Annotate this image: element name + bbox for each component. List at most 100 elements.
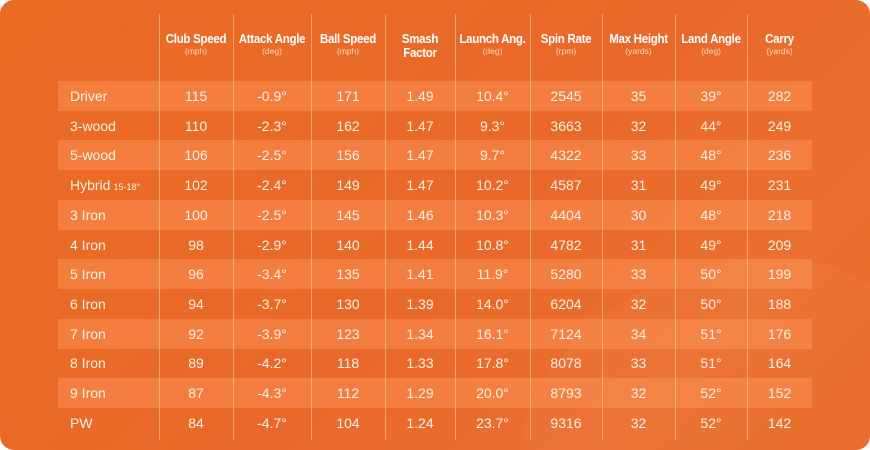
club-name-cell: 8 Iron — [58, 348, 159, 378]
value-cell: 8078 — [550, 355, 582, 372]
column-divider — [530, 14, 531, 440]
column-divider — [311, 14, 312, 440]
table-row: 9 Iron 87 -4.3° 112 1.29 20.0° 8793 32 52° 152 — [58, 378, 812, 408]
value-cell: -4.2° — [257, 355, 287, 372]
value-cell: 162 — [336, 117, 360, 134]
club-name: Hybrid — [70, 177, 111, 194]
club-name-cell: 3-wood — [58, 111, 159, 141]
column-divider — [233, 14, 234, 440]
club-name: PW — [70, 414, 93, 431]
value-cell: 1.39 — [406, 295, 434, 312]
value-cell: 164 — [767, 355, 792, 372]
table-row: PW 84 -4.7° 104 1.24 23.7° 9316 32 52° 142 — [58, 408, 812, 438]
value-cell: 52° — [700, 385, 722, 401]
value-cell: 171 — [336, 88, 360, 104]
column-divider — [602, 14, 603, 440]
value-cell: -2.3° — [257, 117, 287, 134]
column-title: Ball Speed — [319, 32, 377, 46]
column-unit: (rpm) — [555, 46, 577, 56]
club-name-cell: 7 Iron — [58, 319, 159, 349]
value-cell: 1.49 — [406, 88, 434, 104]
column-unit: (mph) — [336, 46, 360, 56]
column-header: Carry (yards) — [747, 32, 812, 57]
value-cell: 34 — [630, 325, 647, 342]
value-cell: 4322 — [550, 147, 582, 164]
club-name-cell: 3 Iron — [58, 200, 159, 230]
value-cell: 188 — [767, 295, 792, 312]
column-title: Spin Rate — [540, 32, 592, 46]
value-cell: 92 — [188, 325, 204, 342]
table-row: 3-wood 110 -2.3° 162 1.47 9.3° 3663 32 44° 249 — [58, 111, 812, 141]
value-cell: 249 — [767, 117, 792, 134]
value-cell: -3.4° — [257, 266, 287, 283]
club-name-cell: 5 Iron — [58, 259, 159, 289]
value-cell: -4.7° — [257, 414, 287, 431]
club-name-cell: Hybrid 15-18° — [58, 170, 159, 200]
club-name-cell: 5-wood — [58, 140, 159, 170]
table-row: Driver 115 -0.9° 171 1.49 10.4° 2545 35 39° 282 — [58, 81, 812, 111]
value-cell: 89 — [188, 355, 204, 372]
value-cell: 156 — [336, 147, 360, 164]
column-divider — [385, 14, 386, 440]
value-cell: 50° — [700, 266, 722, 283]
column-header: Max Height (yards) — [602, 32, 675, 57]
value-cell: 135 — [336, 266, 360, 283]
table-row: 8 Iron 89 -4.2° 118 1.33 17.8° 8078 33 51° 164 — [58, 348, 812, 378]
value-cell: -2.4° — [257, 177, 287, 194]
value-cell: 140 — [336, 236, 360, 253]
value-cell: 84 — [188, 414, 204, 431]
column-header: Attack Angle (deg) — [233, 32, 311, 57]
value-cell: -2.5° — [257, 206, 287, 223]
table-row: 5-wood 106 -2.5° 156 1.47 9.7° 4322 33 48° 236 — [58, 140, 812, 171]
value-cell: 48° — [700, 206, 722, 223]
table-row: 6 Iron 94 -3.7° 130 1.39 14.0° 6204 32 50° 188 — [58, 289, 812, 319]
value-cell: 123 — [336, 325, 360, 342]
column-header: Ball Speed (mph) — [311, 32, 385, 57]
value-cell: -4.3° — [257, 385, 287, 401]
value-cell: 100 — [184, 206, 208, 223]
value-cell: 5280 — [550, 266, 582, 283]
value-cell: 199 — [767, 266, 792, 283]
value-cell: 33 — [630, 266, 647, 283]
value-cell: 218 — [767, 206, 792, 223]
value-cell: 176 — [767, 325, 792, 342]
club-name: 5 Iron — [70, 266, 106, 283]
column-title: Max Height — [609, 32, 668, 46]
column-divider — [455, 14, 456, 440]
column-unit: (yards) — [625, 46, 652, 56]
value-cell: 9.3° — [479, 117, 506, 134]
column-unit: (deg) — [701, 46, 721, 56]
value-cell: 7124 — [550, 325, 582, 342]
club-loft-note: 15-18° — [113, 182, 141, 193]
column-title: Club Speed — [165, 32, 227, 46]
column-title-line2: Factor — [403, 46, 437, 60]
value-cell: 20.0° — [476, 385, 509, 401]
value-cell: 51° — [700, 325, 722, 342]
club-name-cell: Driver — [58, 81, 159, 111]
value-cell: 282 — [767, 88, 792, 104]
column-title: Smash — [401, 32, 439, 46]
table-row: Hybrid 15-18° 102 -2.4° 149 1.47 10.2° 4587 31 49… — [58, 170, 812, 200]
column-unit: (deg) — [262, 46, 282, 56]
value-cell: 118 — [336, 355, 360, 372]
club-name-cell: PW — [58, 408, 159, 438]
table-header: Club Speed (mph) Attack Angle (deg) Ball Spe… — [0, 32, 870, 76]
club-name-cell: 9 Iron — [58, 378, 159, 408]
value-cell: 1.41 — [406, 266, 434, 283]
value-cell: 35 — [630, 88, 647, 104]
value-cell: 44° — [700, 117, 722, 134]
value-cell: 11.9° — [476, 266, 509, 283]
value-cell: 94 — [188, 295, 204, 312]
value-cell: 4782 — [550, 236, 582, 253]
value-cell: 1.24 — [406, 414, 434, 431]
value-cell: 1.47 — [406, 147, 434, 164]
value-cell: 1.29 — [406, 385, 434, 401]
column-divider — [747, 14, 748, 440]
club-name: Driver — [70, 88, 108, 104]
club-name: 4 Iron — [70, 236, 106, 253]
value-cell: 49° — [700, 236, 722, 253]
club-name: 5-wood — [70, 147, 116, 164]
value-cell: -3.9° — [257, 325, 287, 342]
value-cell: 9316 — [550, 414, 582, 431]
value-cell: 10.3° — [476, 206, 509, 223]
